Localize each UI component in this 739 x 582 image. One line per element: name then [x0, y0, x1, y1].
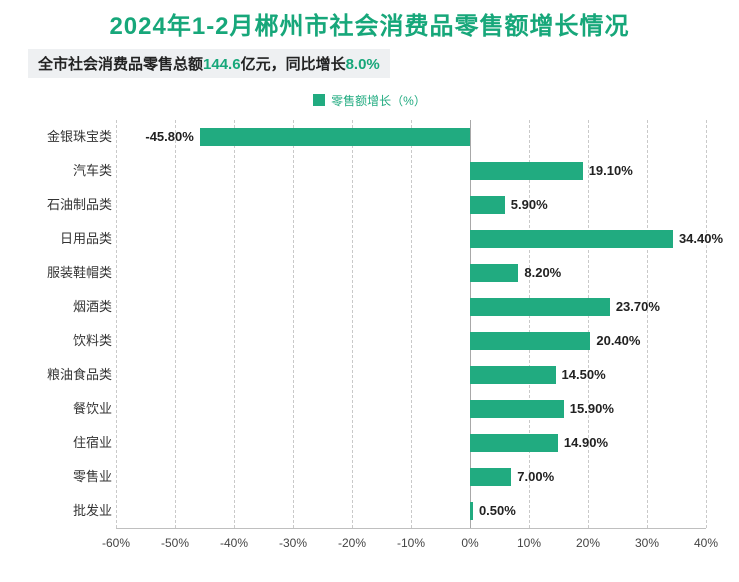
x-tick: -50%: [161, 536, 189, 550]
bar: [470, 196, 505, 214]
value-label: 14.90%: [564, 426, 608, 460]
y-label: 服装鞋帽类: [34, 256, 112, 290]
legend-label: 零售额增长（%）: [331, 94, 426, 108]
subtitle: 全市社会消费品零售总额144.6亿元，同比增长8.0%: [38, 56, 380, 73]
bar-row: 日用品类34.40%: [116, 222, 706, 256]
legend-swatch: [313, 94, 325, 106]
bar: [470, 264, 518, 282]
bar: [470, 502, 473, 520]
subtitle-middle: 亿元，同比增长: [241, 56, 346, 73]
y-label: 住宿业: [34, 426, 112, 460]
y-label: 石油制品类: [34, 188, 112, 222]
y-label: 粮油食品类: [34, 358, 112, 392]
value-label: 23.70%: [616, 290, 660, 324]
x-tick: -40%: [220, 536, 248, 550]
value-label: 20.40%: [596, 324, 640, 358]
grid-line: [706, 120, 707, 528]
y-label: 批发业: [34, 494, 112, 528]
bar-row: 住宿业14.90%: [116, 426, 706, 460]
value-label: 8.20%: [524, 256, 561, 290]
bar-row: 汽车类19.10%: [116, 154, 706, 188]
bar-row: 烟酒类23.70%: [116, 290, 706, 324]
value-label: 19.10%: [589, 154, 633, 188]
bar-row: 饮料类20.40%: [116, 324, 706, 358]
y-label: 汽车类: [34, 154, 112, 188]
value-label: 34.40%: [679, 222, 723, 256]
bar: [470, 298, 610, 316]
bar-row: 批发业0.50%: [116, 494, 706, 528]
plot-area: -60%-50%-40%-30%-20%-10%0%10%20%30%40%金银…: [116, 120, 706, 529]
x-tick: 10%: [517, 536, 541, 550]
chart-area: -60%-50%-40%-30%-20%-10%0%10%20%30%40%金银…: [34, 120, 706, 552]
subtitle-value-2: 8.0%: [346, 56, 380, 73]
value-label: 0.50%: [479, 494, 516, 528]
bar-row: 金银珠宝类-45.80%: [116, 120, 706, 154]
x-tick: -60%: [102, 536, 130, 550]
chart-container: 2024年1-2月郴州市社会消费品零售额增长情况 全市社会消费品零售总额144.…: [0, 0, 739, 582]
legend: 零售额增长（%）: [0, 92, 739, 109]
y-label: 零售业: [34, 460, 112, 494]
y-label: 日用品类: [34, 222, 112, 256]
bar-row: 零售业7.00%: [116, 460, 706, 494]
subtitle-prefix: 全市社会消费品零售总额: [38, 56, 203, 73]
x-tick: -20%: [338, 536, 366, 550]
bar-row: 餐饮业15.90%: [116, 392, 706, 426]
y-label: 饮料类: [34, 324, 112, 358]
bar: [470, 434, 558, 452]
y-label: 金银珠宝类: [34, 120, 112, 154]
value-label: 5.90%: [511, 188, 548, 222]
x-tick: 30%: [635, 536, 659, 550]
x-tick: -30%: [279, 536, 307, 550]
subtitle-box: 全市社会消费品零售总额144.6亿元，同比增长8.0%: [28, 49, 390, 78]
bar-row: 粮油食品类14.50%: [116, 358, 706, 392]
subtitle-value-1: 144.6: [203, 56, 241, 73]
x-tick: 40%: [694, 536, 718, 550]
bar: [470, 332, 590, 350]
y-label: 餐饮业: [34, 392, 112, 426]
bar: [470, 468, 511, 486]
x-tick: 20%: [576, 536, 600, 550]
bar: [470, 400, 564, 418]
value-label: -45.80%: [145, 120, 193, 154]
bar: [470, 230, 673, 248]
bar: [470, 366, 556, 384]
bar-row: 服装鞋帽类8.20%: [116, 256, 706, 290]
value-label: 7.00%: [517, 460, 554, 494]
y-label: 烟酒类: [34, 290, 112, 324]
x-tick: -10%: [397, 536, 425, 550]
value-label: 14.50%: [562, 358, 606, 392]
bar-row: 石油制品类5.90%: [116, 188, 706, 222]
bar: [470, 162, 583, 180]
x-tick: 0%: [461, 536, 478, 550]
chart-title: 2024年1-2月郴州市社会消费品零售额增长情况: [0, 0, 739, 41]
value-label: 15.90%: [570, 392, 614, 426]
bar: [200, 128, 470, 146]
